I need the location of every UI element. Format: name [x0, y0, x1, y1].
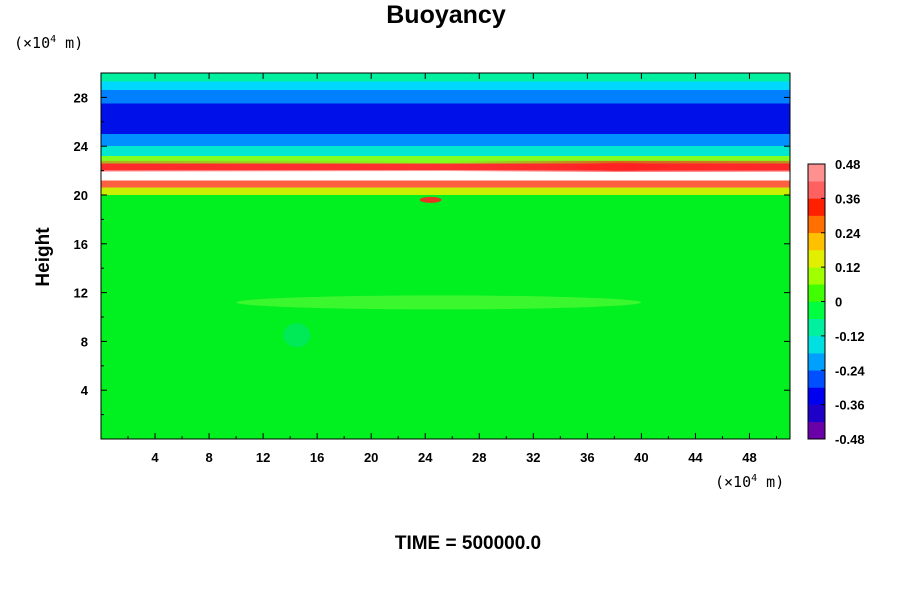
buoyancy-field [101, 73, 790, 439]
colorbar-tick-label: 0.36 [835, 191, 860, 206]
colorbar: 0.48 0.36 0.24 0.12 0 -0.12 -0.24 -0.36 -0.48 [807, 157, 865, 447]
colorbar-tick-label: 0 [835, 295, 842, 310]
colorbar-segment [808, 370, 825, 388]
y-tick-label: 8 [81, 334, 88, 349]
feature-marks [236, 162, 669, 348]
x-tick-label: 24 [418, 450, 433, 465]
time-label: TIME = 500000.0 [395, 533, 541, 554]
y-axis: 4 8 12 16 20 24 28 [74, 90, 790, 416]
colorbar-segment [808, 387, 825, 405]
feature-mark [236, 295, 642, 310]
colorbar-segment [808, 267, 825, 285]
x-tick-label: 32 [526, 450, 540, 465]
x-tick-label: 36 [580, 450, 594, 465]
x-axis: 4 8 12 16 20 24 28 32 36 40 44 48 [127, 73, 777, 465]
x-tick-label: 8 [205, 450, 212, 465]
colorbar-tick-label: -0.48 [835, 432, 865, 447]
x-tick-label: 40 [634, 450, 648, 465]
colorbar-segment [808, 404, 825, 423]
x-tick-label: 4 [151, 450, 159, 465]
colorbar-segment [808, 164, 825, 182]
plot-frame [100, 72, 791, 440]
y-axis-unit: (×104 m) [14, 34, 83, 52]
y-tick-label: 24 [74, 139, 89, 154]
chart-title: Buoyancy [386, 1, 506, 29]
colorbar-tick-label: 0.24 [835, 226, 861, 241]
colorbar-tick-label: 0.12 [835, 260, 860, 275]
colorbar-tick-label: 0.48 [835, 157, 860, 172]
colorbar-segment [808, 198, 825, 216]
x-tick-label: 48 [742, 450, 756, 465]
colorbar-tick-label: -0.12 [835, 329, 865, 344]
y-tick-label: 20 [74, 188, 88, 203]
x-tick-label: 28 [472, 450, 486, 465]
red-maximum-overlay [101, 160, 790, 172]
colorbar-segment [808, 301, 825, 319]
y-tick-label: 12 [74, 286, 88, 301]
y-tick-label: 4 [81, 383, 89, 398]
x-axis-unit: (×104 m) [715, 473, 784, 491]
colorbar-segment [808, 318, 825, 337]
feature-mark [419, 196, 442, 203]
x-tick-label: 12 [256, 450, 270, 465]
colorbar-segment [808, 232, 825, 251]
feature-mark [283, 323, 311, 348]
colorbar-segment [808, 181, 825, 199]
colorbar-tick-label: -0.24 [835, 363, 865, 378]
x-tick-label: 16 [310, 450, 324, 465]
colorbar-segment [808, 335, 825, 354]
colorbar-segment [808, 353, 825, 371]
colorbar-segment [808, 421, 825, 440]
plot-area [100, 72, 791, 440]
y-tick-label: 16 [74, 237, 88, 252]
x-tick-label: 44 [688, 450, 703, 465]
colorbar-segment [808, 249, 825, 268]
colorbar-tick-label: -0.36 [835, 398, 865, 413]
y-tick-label: 28 [74, 90, 88, 105]
colorbar-segment [808, 284, 825, 302]
y-axis-label: Height [33, 227, 54, 287]
x-tick-label: 20 [364, 450, 378, 465]
feature-mark [573, 162, 669, 171]
colorbar-segment [808, 215, 825, 234]
